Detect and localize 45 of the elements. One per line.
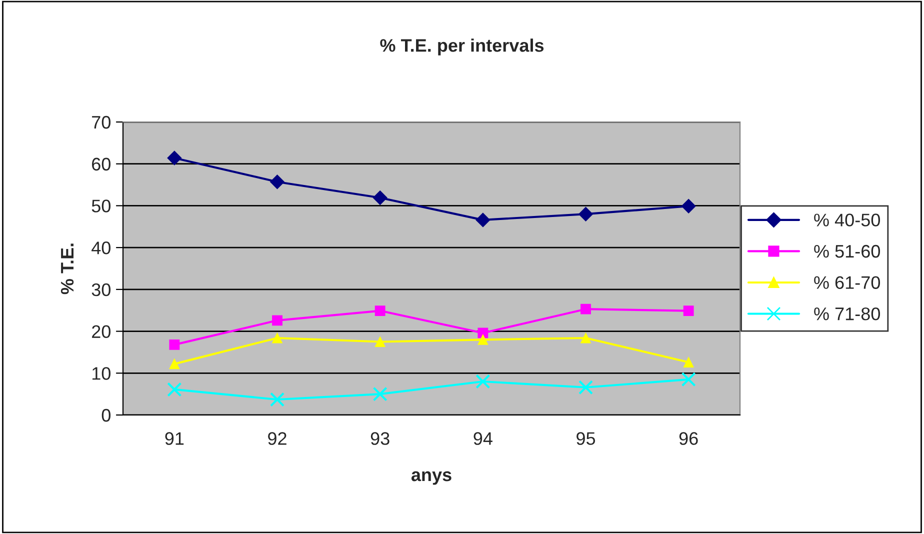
y-tick-label: 0 <box>102 408 110 422</box>
point <box>578 206 593 222</box>
point <box>476 374 490 389</box>
x-axis-title: anys <box>411 471 452 485</box>
y-tick-label: 70 <box>92 116 110 129</box>
y-tick-label: 40 <box>92 242 110 254</box>
point <box>270 174 284 190</box>
point <box>478 334 488 345</box>
point <box>169 358 180 370</box>
point <box>478 328 488 338</box>
y-tick-label: 10 <box>92 367 110 380</box>
point <box>681 372 696 387</box>
x-tick-label: 91 <box>165 432 184 445</box>
point <box>683 357 694 368</box>
point <box>169 339 180 350</box>
point <box>374 336 386 347</box>
y-tick-label: 60 <box>92 158 110 171</box>
legend-label: % 61-70 <box>814 276 880 289</box>
point <box>683 306 694 316</box>
point <box>681 198 696 214</box>
legend-label: % 71-80 <box>814 307 880 320</box>
point <box>270 392 285 407</box>
y-tick-label: 50 <box>92 200 110 212</box>
point <box>580 304 591 314</box>
point <box>372 190 388 205</box>
point <box>167 150 182 166</box>
chart-title: % T.E. per intervals <box>380 38 544 56</box>
point <box>272 315 282 326</box>
point <box>374 306 386 316</box>
point <box>476 212 490 228</box>
y-tick-label: 20 <box>92 325 110 338</box>
point <box>578 380 594 395</box>
x-tick-label: 92 <box>268 432 286 445</box>
point <box>372 386 388 402</box>
legend-label: % 51-60 <box>814 244 880 258</box>
point <box>167 382 182 397</box>
x-tick-label: 95 <box>576 432 596 445</box>
y-axis-title: % T.E. <box>60 244 74 294</box>
legend-label: % 40-50 <box>814 214 880 226</box>
y-tick-label: 30 <box>92 283 110 296</box>
point <box>580 332 591 344</box>
point <box>272 332 282 344</box>
x-tick-label: 94 <box>474 432 492 445</box>
x-tick-label: 93 <box>370 432 390 445</box>
x-tick-label: 96 <box>679 432 698 445</box>
